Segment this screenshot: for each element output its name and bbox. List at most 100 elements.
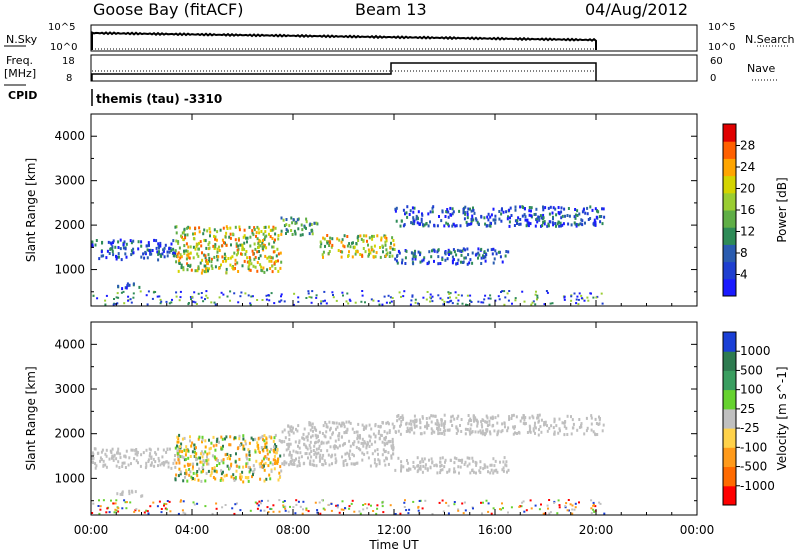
echo-cell <box>599 220 602 224</box>
echo-cell <box>267 457 270 461</box>
echo-cell <box>259 477 262 481</box>
echo-cell <box>379 433 382 437</box>
echo-cell <box>269 267 272 270</box>
echo-cell <box>481 425 484 429</box>
echo-cell <box>383 450 386 454</box>
echo-cell <box>218 462 221 466</box>
echo-cell <box>235 464 238 468</box>
echo-cell <box>552 206 555 210</box>
echo-cell <box>430 414 433 418</box>
echo-cell <box>544 420 547 424</box>
echo-cell <box>265 441 268 445</box>
echo-cell <box>542 205 544 209</box>
echo-cell <box>191 467 194 471</box>
echo-cell <box>305 435 308 439</box>
echo-cell <box>253 467 256 471</box>
echo-cell <box>134 452 137 456</box>
echo-cell <box>102 499 105 502</box>
echo-cell <box>296 464 299 468</box>
echo-cell <box>446 428 449 432</box>
echo-cell <box>321 253 324 257</box>
echo-cell <box>466 213 469 217</box>
echo-cell <box>526 431 529 434</box>
echo-cell <box>201 258 204 262</box>
echo-cell <box>424 463 427 467</box>
echo-cell <box>384 243 387 247</box>
echo-cell <box>310 296 313 299</box>
echo-cell <box>192 462 195 466</box>
echo-cell <box>132 247 135 251</box>
echo-cell <box>336 446 339 450</box>
echo-cell <box>383 295 386 298</box>
echo-cell <box>324 435 327 439</box>
echo-cell <box>335 427 337 431</box>
echo-cell <box>506 292 509 295</box>
echo-cell <box>446 470 449 474</box>
echo-cell <box>471 456 474 460</box>
echo-cell <box>290 456 293 460</box>
echo-cell <box>502 460 505 464</box>
echo-cell <box>460 418 463 421</box>
echo-cell <box>419 260 422 264</box>
echo-cell <box>375 512 378 515</box>
echo-cell <box>457 258 460 262</box>
echo-cell <box>141 494 144 498</box>
echo-cell <box>370 442 373 446</box>
echo-cell <box>540 430 543 434</box>
echo-cell <box>310 223 313 226</box>
echo-cell <box>397 456 400 460</box>
echo-cell <box>241 245 244 249</box>
echo-cell <box>153 464 156 468</box>
echo-cell <box>268 450 271 454</box>
echo-cell <box>400 464 403 468</box>
echo-cell <box>256 225 259 229</box>
echo-cell <box>277 237 280 241</box>
echo-cell <box>439 460 442 464</box>
echo-cell <box>512 432 515 436</box>
echo-cell <box>130 301 133 304</box>
echo-cell <box>121 287 124 291</box>
echo-cell <box>428 260 430 264</box>
echo-cell <box>119 456 122 460</box>
echo-cell <box>391 236 394 240</box>
echo-cell <box>326 425 329 429</box>
echo-cell <box>392 448 395 452</box>
echo-cell <box>480 301 483 304</box>
echo-cell <box>560 206 563 210</box>
echo-cell <box>189 251 192 255</box>
echo-cell <box>413 423 416 427</box>
echo-cell <box>253 242 256 246</box>
echo-cell <box>377 432 380 435</box>
echo-cell <box>484 420 487 424</box>
echo-cell <box>387 422 390 426</box>
echo-cell <box>429 300 432 303</box>
echo-cell <box>581 210 584 214</box>
echo-cell <box>420 217 423 221</box>
echo-cell <box>532 300 535 303</box>
echo-cell <box>557 431 560 435</box>
echo-cell <box>517 430 520 434</box>
echo-cell <box>580 422 583 426</box>
echo-cell <box>214 235 217 239</box>
echo-cell <box>127 295 130 298</box>
echo-cell <box>566 414 569 418</box>
echo-cell <box>222 458 225 462</box>
echo-cell <box>531 301 534 304</box>
echo-cell <box>124 247 127 251</box>
echo-cell <box>328 463 331 467</box>
echo-cell <box>225 267 228 271</box>
echo-cell <box>487 218 490 222</box>
echo-cell <box>258 450 261 454</box>
echo-cell <box>267 499 270 502</box>
echo-cell <box>263 468 266 472</box>
echo-cell <box>249 268 252 272</box>
echo-cell <box>189 470 192 474</box>
echo-cell <box>115 499 118 502</box>
echo-cell <box>451 224 454 228</box>
echo-cell <box>278 510 281 513</box>
echo-cell <box>384 254 387 258</box>
echo-cell <box>277 234 280 237</box>
echo-cell <box>184 233 187 237</box>
echo-cell <box>508 290 511 292</box>
echo-cell <box>231 232 234 236</box>
